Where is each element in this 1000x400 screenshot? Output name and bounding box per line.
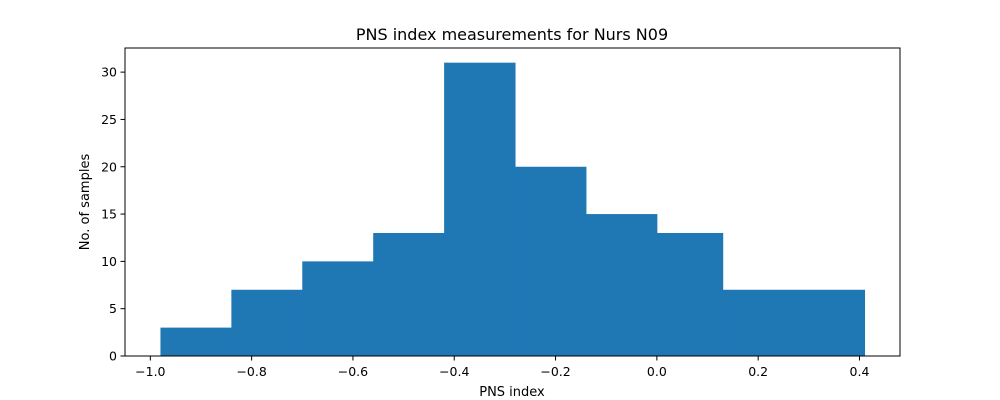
x-tick-label: −0.6: [338, 364, 368, 379]
histogram-bar-0: [160, 327, 232, 356]
histogram-bar-5: [515, 166, 587, 356]
x-tick-label: −0.4: [439, 364, 469, 379]
y-axis-label: No. of samples: [78, 154, 93, 251]
x-axis-ticks: −1.0 −0.8 −0.6 −0.4 −0.2 0.0 0.2 0.4: [135, 356, 869, 379]
y-axis-ticks: 0 5 10 15 20 25 30: [101, 65, 125, 364]
x-tick-label: 0.4: [850, 364, 870, 379]
histogram-bar-7: [656, 232, 724, 356]
x-tick-label: −0.2: [540, 364, 570, 379]
y-tick-label: 30: [101, 65, 117, 80]
y-tick-label: 20: [101, 159, 117, 174]
histogram-bar-3: [373, 232, 445, 356]
x-tick-label: 0.0: [647, 364, 667, 379]
x-tick-label: 0.2: [748, 364, 768, 379]
histogram-bar-2: [302, 261, 374, 356]
y-tick-label: 0: [109, 349, 117, 364]
chart-title: PNS index measurements for Nurs N09: [356, 25, 668, 44]
y-tick-label: 5: [109, 301, 117, 316]
x-tick-label: −0.8: [236, 364, 266, 379]
bars-group: [160, 62, 866, 357]
x-axis-label: PNS index: [479, 385, 545, 400]
histogram-bar-9: [793, 289, 866, 356]
x-tick-label: −1.0: [135, 364, 165, 379]
histogram-bar-6: [585, 214, 658, 356]
histogram-bar-4: [444, 62, 516, 357]
histogram-bar-8: [722, 289, 795, 356]
y-tick-label: 15: [101, 207, 117, 222]
histogram-bar-1: [231, 289, 303, 356]
y-tick-label: 25: [101, 112, 117, 127]
y-tick-label: 10: [101, 254, 117, 269]
plot-frame: [124, 47, 901, 357]
